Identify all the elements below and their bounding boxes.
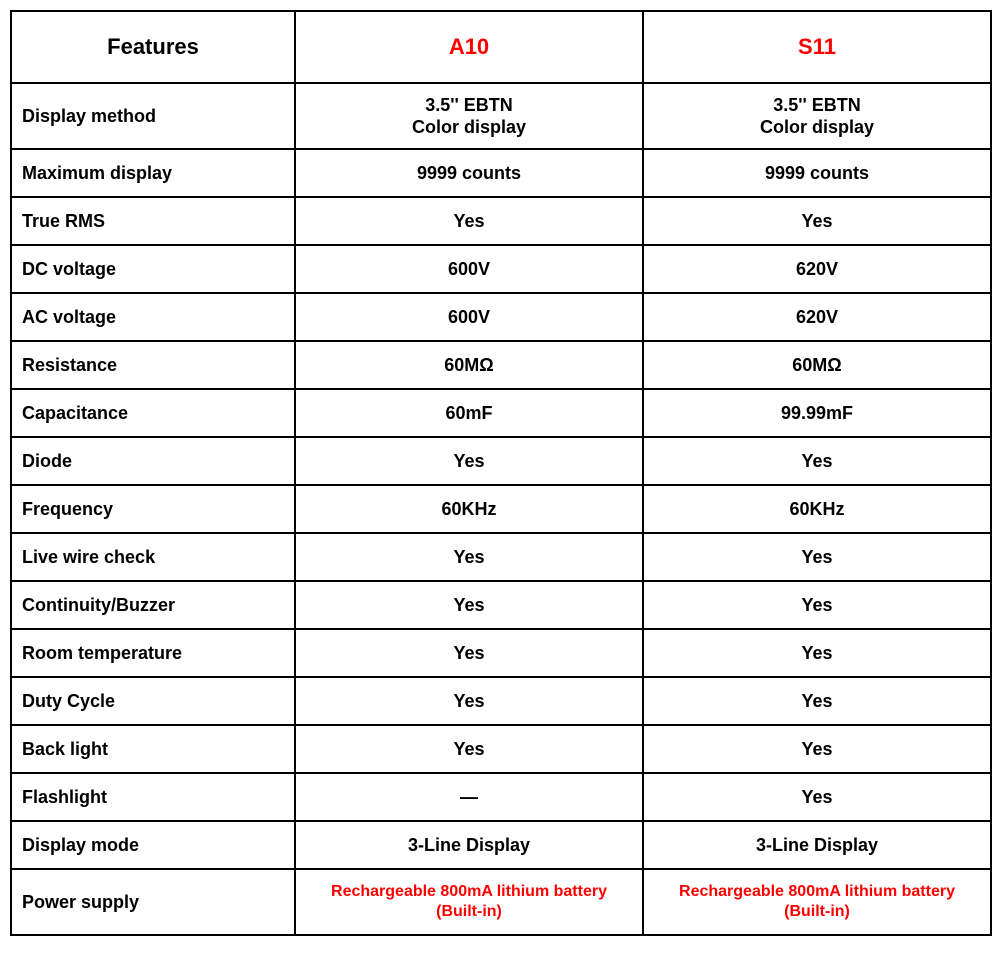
- column-header-features: Features: [11, 11, 295, 83]
- value-cell-a: Rechargeable 800mA lithium battery (Buil…: [295, 869, 643, 935]
- value-cell-a: Yes: [295, 725, 643, 773]
- table-row: Display mode3-Line Display3-Line Display: [11, 821, 991, 869]
- value-cell-a: 3-Line Display: [295, 821, 643, 869]
- value-cell-a: —: [295, 773, 643, 821]
- table-row: Display method3.5'' EBTN Color display3.…: [11, 83, 991, 149]
- value-cell-a: 60mF: [295, 389, 643, 437]
- value-cell-a: 600V: [295, 245, 643, 293]
- table-row: Capacitance60mF99.99mF: [11, 389, 991, 437]
- value-cell-a: Yes: [295, 629, 643, 677]
- value-cell-b: Yes: [643, 725, 991, 773]
- feature-cell: Duty Cycle: [11, 677, 295, 725]
- feature-cell: Frequency: [11, 485, 295, 533]
- value-cell-b: 99.99mF: [643, 389, 991, 437]
- value-cell-a: Yes: [295, 581, 643, 629]
- feature-cell: Room temperature: [11, 629, 295, 677]
- feature-cell: DC voltage: [11, 245, 295, 293]
- feature-cell: Diode: [11, 437, 295, 485]
- value-cell-b: 620V: [643, 293, 991, 341]
- feature-cell: Display mode: [11, 821, 295, 869]
- value-cell-b: 3.5'' EBTN Color display: [643, 83, 991, 149]
- value-cell-b: Rechargeable 800mA lithium battery (Buil…: [643, 869, 991, 935]
- value-cell-b: Yes: [643, 581, 991, 629]
- value-cell-b: Yes: [643, 197, 991, 245]
- feature-cell: True RMS: [11, 197, 295, 245]
- value-cell-a: 60MΩ: [295, 341, 643, 389]
- feature-cell: Back light: [11, 725, 295, 773]
- value-cell-b: Yes: [643, 533, 991, 581]
- table-row: Back lightYesYes: [11, 725, 991, 773]
- table-row: Frequency60KHz60KHz: [11, 485, 991, 533]
- value-cell-a: 60KHz: [295, 485, 643, 533]
- feature-cell: Resistance: [11, 341, 295, 389]
- table-row: DC voltage600V620V: [11, 245, 991, 293]
- table-body: Display method3.5'' EBTN Color display3.…: [11, 83, 991, 935]
- table-row: Power supplyRechargeable 800mA lithium b…: [11, 869, 991, 935]
- value-cell-b: Yes: [643, 677, 991, 725]
- value-cell-a: 600V: [295, 293, 643, 341]
- feature-cell: Display method: [11, 83, 295, 149]
- table-row: True RMSYesYes: [11, 197, 991, 245]
- table-row: Live wire checkYesYes: [11, 533, 991, 581]
- value-cell-a: Yes: [295, 197, 643, 245]
- value-cell-b: 620V: [643, 245, 991, 293]
- feature-cell: Flashlight: [11, 773, 295, 821]
- value-cell-b: 9999 counts: [643, 149, 991, 197]
- value-cell-b: Yes: [643, 629, 991, 677]
- table-row: AC voltage600V620V: [11, 293, 991, 341]
- value-cell-a: Yes: [295, 677, 643, 725]
- value-cell-b: Yes: [643, 437, 991, 485]
- value-cell-a: 9999 counts: [295, 149, 643, 197]
- feature-cell: Maximum display: [11, 149, 295, 197]
- table-header-row: Features A10 S11: [11, 11, 991, 83]
- comparison-table: Features A10 S11 Display method3.5'' EBT…: [10, 10, 992, 936]
- value-cell-b: Yes: [643, 773, 991, 821]
- table-row: Continuity/BuzzerYesYes: [11, 581, 991, 629]
- table-row: Room temperatureYesYes: [11, 629, 991, 677]
- value-cell-b: 3-Line Display: [643, 821, 991, 869]
- feature-cell: AC voltage: [11, 293, 295, 341]
- table-row: Maximum display9999 counts9999 counts: [11, 149, 991, 197]
- feature-cell: Power supply: [11, 869, 295, 935]
- value-cell-a: Yes: [295, 437, 643, 485]
- value-cell-b: 60KHz: [643, 485, 991, 533]
- value-cell-b: 60MΩ: [643, 341, 991, 389]
- feature-cell: Capacitance: [11, 389, 295, 437]
- table-row: Resistance60MΩ60MΩ: [11, 341, 991, 389]
- feature-cell: Continuity/Buzzer: [11, 581, 295, 629]
- table-row: DiodeYesYes: [11, 437, 991, 485]
- table-row: Duty CycleYesYes: [11, 677, 991, 725]
- column-header-model-b: S11: [643, 11, 991, 83]
- value-cell-a: 3.5'' EBTN Color display: [295, 83, 643, 149]
- column-header-model-a: A10: [295, 11, 643, 83]
- value-cell-a: Yes: [295, 533, 643, 581]
- feature-cell: Live wire check: [11, 533, 295, 581]
- table-row: Flashlight—Yes: [11, 773, 991, 821]
